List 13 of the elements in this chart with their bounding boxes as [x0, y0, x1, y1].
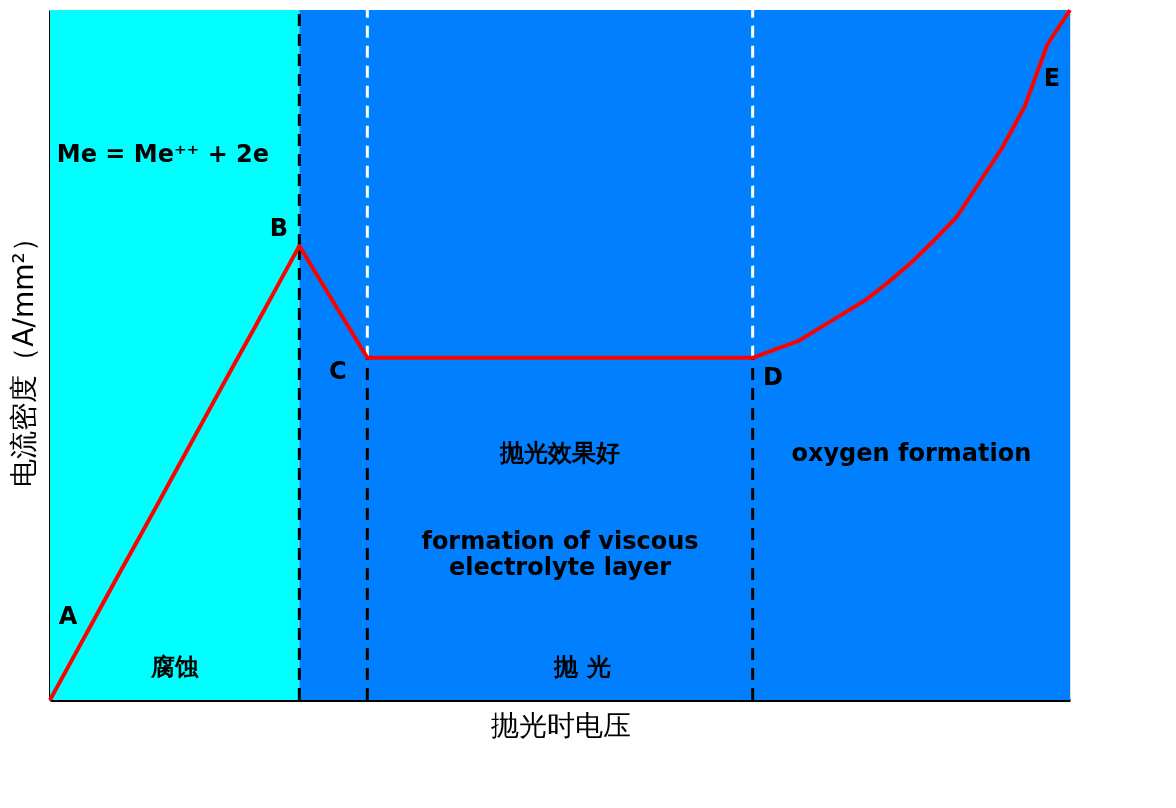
annotation: 抛光效果好 [499, 438, 620, 467]
y-axis-title: 电流密度（A/mm²） [6, 224, 40, 487]
annotation: D [763, 363, 784, 392]
x-axis-title: 抛光时电压 [490, 708, 631, 742]
annotation: C [329, 356, 347, 385]
annotation: oxygen formation [791, 438, 1032, 467]
annotation: Me = Me⁺⁺ + 2e [56, 139, 270, 168]
annotation: 腐蚀 [149, 652, 199, 681]
annotation: A [58, 602, 78, 631]
annotation: E [1043, 64, 1061, 92]
annotation: formation of viscous electrolyte layer [421, 526, 699, 581]
annotation: B [269, 213, 289, 242]
annotation: 抛 光 [553, 652, 611, 681]
